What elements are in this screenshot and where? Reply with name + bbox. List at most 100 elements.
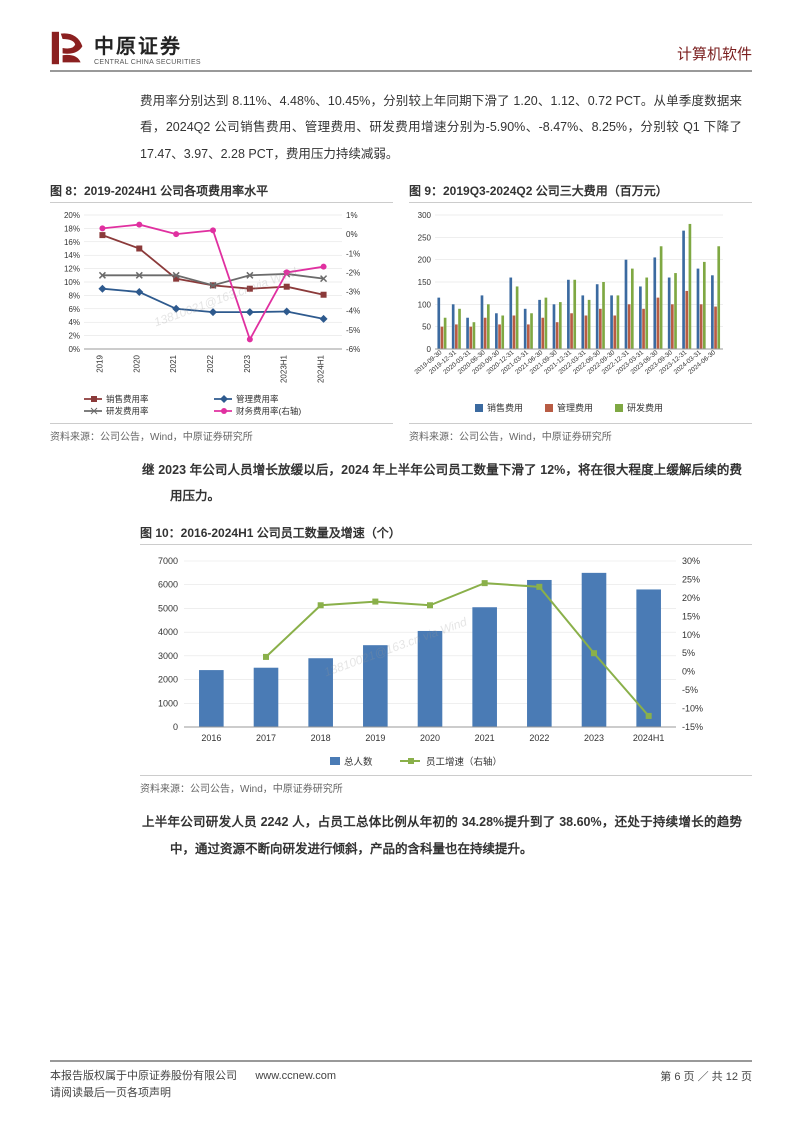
svg-text:7000: 7000 bbox=[158, 556, 178, 566]
logo-block: 中原证券 CENTRAL CHINA SECURITIES bbox=[50, 30, 201, 66]
svg-text:2023: 2023 bbox=[243, 354, 252, 372]
svg-text:2019: 2019 bbox=[365, 733, 385, 743]
chart8-svg: 0%2%4%6%8%10%12%14%16%18%20%-6%-5%-4%-3%… bbox=[50, 209, 370, 419]
chart9-svg: 0501001502002503002019-09-302019-12-3120… bbox=[409, 209, 729, 419]
svg-text:2000: 2000 bbox=[158, 675, 178, 685]
chart9-source: 资料来源：公司公告，Wind，中原证券研究所 bbox=[409, 424, 752, 445]
svg-text:员工增速（右轴）: 员工增速（右轴） bbox=[426, 756, 502, 768]
svg-text:2020: 2020 bbox=[132, 354, 141, 372]
svg-text:2023: 2023 bbox=[584, 733, 604, 743]
chart10-container: 图 10：2016-2024H1 公司员工数量及增速（个） 0 1000 2000 3… bbox=[140, 521, 752, 797]
chart9-container: 图 9：2019Q3-2024Q2 公司三大费用（百万元） 0 50 100 150 2… bbox=[409, 179, 752, 445]
svg-text:2024H1: 2024H1 bbox=[633, 733, 665, 743]
chart9-title: 图 9：2019Q3-2024Q2 公司三大费用（百万元） bbox=[409, 179, 752, 203]
footer-copyright: 本报告版权属于中原证券股份有限公司 bbox=[50, 1070, 237, 1082]
report-page: 中原证券 CENTRAL CHINA SECURITIES 计算机软件 费用率分… bbox=[0, 0, 802, 1133]
svg-text:销售费用率: 销售费用率 bbox=[106, 394, 149, 404]
svg-text:-6%: -6% bbox=[346, 345, 360, 354]
footer-disclaimer: 请阅读最后一页各项声明 bbox=[50, 1087, 171, 1099]
chart8-title: 图 8：2019-2024H1 公司各项费用率水平 bbox=[50, 179, 393, 203]
svg-text:8%: 8% bbox=[68, 291, 80, 300]
svg-text:2021: 2021 bbox=[169, 354, 178, 372]
svg-text:4%: 4% bbox=[68, 318, 80, 327]
svg-text:2024H1: 2024H1 bbox=[317, 354, 326, 383]
svg-text:财务费用率(右轴): 财务费用率(右轴) bbox=[236, 406, 301, 416]
svg-text:销售费用: 销售费用 bbox=[487, 402, 523, 413]
svg-text:16%: 16% bbox=[64, 238, 80, 247]
page-header: 中原证券 CENTRAL CHINA SECURITIES 计算机软件 bbox=[50, 30, 752, 72]
svg-text:2020: 2020 bbox=[420, 733, 440, 743]
svg-text:14%: 14% bbox=[64, 251, 80, 260]
svg-text:0: 0 bbox=[427, 345, 432, 354]
svg-text:2016: 2016 bbox=[201, 733, 221, 743]
company-logo-icon bbox=[50, 30, 86, 66]
paragraph-3: 上半年公司研发人员 2242 人，占员工总体比例从年初的 34.28%提升到了 … bbox=[50, 809, 752, 862]
svg-text:0: 0 bbox=[173, 722, 178, 732]
svg-text:2022: 2022 bbox=[529, 733, 549, 743]
svg-text:管理费用: 管理费用 bbox=[557, 402, 593, 413]
svg-text:0%: 0% bbox=[682, 667, 695, 677]
chart10-title: 图 10：2016-2024H1 公司员工数量及增速（个） bbox=[140, 521, 752, 545]
chart-row: 图 8：2019-2024H1 公司各项费用率水平 0%2%4%6%8%10%1… bbox=[50, 179, 752, 445]
footer-left: 本报告版权属于中原证券股份有限公司 www.ccnew.com 请阅读最后一页各… bbox=[50, 1068, 336, 1103]
chart10-svg: 0 1000 2000 3000 4000 5000 6000 7000 -15% -10% -5%… bbox=[140, 551, 720, 771]
svg-text:2019: 2019 bbox=[95, 354, 104, 372]
svg-text:1000: 1000 bbox=[158, 699, 178, 709]
svg-text:研发费用率: 研发费用率 bbox=[106, 406, 149, 416]
svg-text:2018: 2018 bbox=[311, 733, 331, 743]
chart8-container: 图 8：2019-2024H1 公司各项费用率水平 0%2%4%6%8%10%1… bbox=[50, 179, 393, 445]
svg-text:1%: 1% bbox=[346, 211, 358, 220]
svg-text:20%: 20% bbox=[682, 593, 700, 603]
footer-page-number: 第 6 页 ／ 共 12 页 bbox=[660, 1068, 752, 1103]
svg-text:2021: 2021 bbox=[475, 733, 495, 743]
chart9-area: 0501001502002503002019-09-302019-12-3120… bbox=[409, 209, 752, 424]
svg-text:4000: 4000 bbox=[158, 627, 178, 637]
svg-text:-10%: -10% bbox=[682, 704, 703, 714]
svg-text:15%: 15% bbox=[682, 612, 700, 622]
svg-text:5000: 5000 bbox=[158, 604, 178, 614]
svg-text:30%: 30% bbox=[682, 556, 700, 566]
svg-text:3000: 3000 bbox=[158, 651, 178, 661]
svg-text:0%: 0% bbox=[68, 345, 80, 354]
paragraph-1: 费用率分别达到 8.11%、4.48%、10.45%，分别较上年同期下滑了 1.… bbox=[50, 88, 752, 167]
svg-text:-15%: -15% bbox=[682, 722, 703, 732]
svg-text:10%: 10% bbox=[64, 278, 80, 287]
svg-text:18%: 18% bbox=[64, 224, 80, 233]
svg-text:2023H1: 2023H1 bbox=[280, 354, 289, 383]
svg-text:5%: 5% bbox=[682, 648, 695, 658]
svg-text:2017: 2017 bbox=[256, 733, 276, 743]
paragraph-2: 继 2023 年公司人员增长放缓以后，2024 年上半年公司员工数量下滑了 12… bbox=[50, 457, 752, 510]
svg-text:250: 250 bbox=[418, 233, 432, 242]
svg-text:-1%: -1% bbox=[346, 249, 360, 258]
svg-text:2%: 2% bbox=[68, 331, 80, 340]
svg-text:研发费用: 研发费用 bbox=[627, 402, 663, 413]
svg-text:300: 300 bbox=[418, 211, 432, 220]
svg-text:200: 200 bbox=[418, 255, 432, 264]
svg-text:50: 50 bbox=[422, 322, 431, 331]
svg-text:150: 150 bbox=[418, 278, 432, 287]
svg-text:6000: 6000 bbox=[158, 580, 178, 590]
svg-text:20%: 20% bbox=[64, 211, 80, 220]
svg-text:100: 100 bbox=[418, 300, 432, 309]
logo-text: 中原证券 CENTRAL CHINA SECURITIES bbox=[94, 30, 201, 66]
footer-url: www.ccnew.com bbox=[255, 1070, 336, 1082]
header-category: 计算机软件 bbox=[677, 43, 752, 66]
logo-en: CENTRAL CHINA SECURITIES bbox=[94, 59, 201, 66]
svg-text:总人数: 总人数 bbox=[344, 756, 373, 768]
logo-cn: 中原证券 bbox=[94, 30, 201, 59]
chart8-source: 资料来源：公司公告，Wind，中原证券研究所 bbox=[50, 424, 393, 445]
svg-text:管理费用率: 管理费用率 bbox=[236, 394, 279, 404]
svg-text:2022: 2022 bbox=[206, 354, 215, 372]
svg-text:12%: 12% bbox=[64, 264, 80, 273]
chart10-area: 0 1000 2000 3000 4000 5000 6000 7000 -15% -10% -5%… bbox=[140, 551, 752, 776]
svg-text:-4%: -4% bbox=[346, 306, 360, 315]
chart8-area: 0%2%4%6%8%10%12%14%16%18%20%-6%-5%-4%-3%… bbox=[50, 209, 393, 424]
svg-text:-5%: -5% bbox=[346, 326, 360, 335]
page-footer: 本报告版权属于中原证券股份有限公司 www.ccnew.com 请阅读最后一页各… bbox=[50, 1060, 752, 1103]
svg-text:25%: 25% bbox=[682, 575, 700, 585]
svg-text:0%: 0% bbox=[346, 230, 358, 239]
chart10-source: 资料来源：公司公告，Wind，中原证券研究所 bbox=[140, 776, 752, 797]
svg-text:-5%: -5% bbox=[682, 685, 698, 695]
svg-text:-3%: -3% bbox=[346, 287, 360, 296]
svg-text:-2%: -2% bbox=[346, 268, 360, 277]
